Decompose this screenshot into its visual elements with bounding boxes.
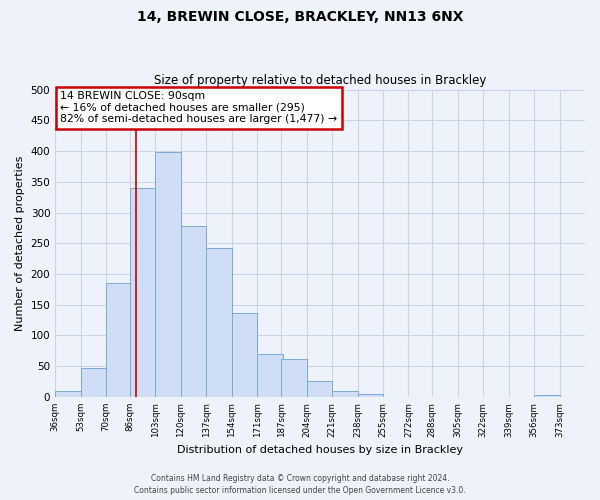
- Bar: [534, 395, 560, 397]
- Bar: [332, 391, 358, 397]
- Text: 14, BREWIN CLOSE, BRACKLEY, NN13 6NX: 14, BREWIN CLOSE, BRACKLEY, NN13 6NX: [137, 10, 463, 24]
- Bar: [307, 381, 332, 397]
- Text: 14 BREWIN CLOSE: 90sqm
← 16% of detached houses are smaller (295)
82% of semi-de: 14 BREWIN CLOSE: 90sqm ← 16% of detached…: [61, 91, 338, 124]
- Text: Contains HM Land Registry data © Crown copyright and database right 2024.
Contai: Contains HM Land Registry data © Crown c…: [134, 474, 466, 495]
- Bar: [257, 354, 283, 397]
- X-axis label: Distribution of detached houses by size in Brackley: Distribution of detached houses by size …: [177, 445, 463, 455]
- Bar: [206, 248, 232, 397]
- Bar: [232, 312, 257, 397]
- Bar: [55, 391, 80, 397]
- Title: Size of property relative to detached houses in Brackley: Size of property relative to detached ho…: [154, 74, 486, 87]
- Bar: [281, 359, 307, 397]
- Bar: [181, 226, 206, 397]
- Bar: [155, 152, 181, 397]
- Bar: [80, 368, 106, 397]
- Bar: [358, 394, 383, 397]
- Y-axis label: Number of detached properties: Number of detached properties: [15, 156, 25, 331]
- Bar: [130, 188, 155, 397]
- Bar: [106, 283, 131, 397]
